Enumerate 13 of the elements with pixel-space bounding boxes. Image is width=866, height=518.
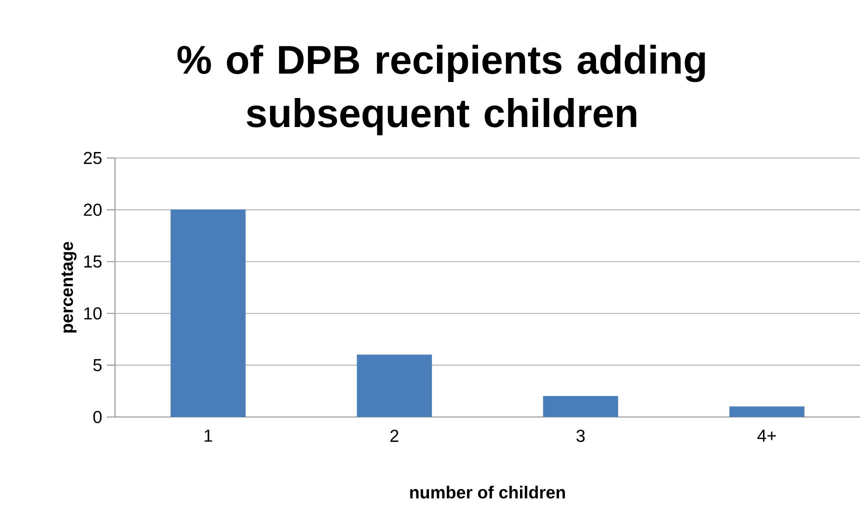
- x-tick-label: 1: [204, 430, 212, 442]
- x-tick-label: 4+: [757, 430, 776, 442]
- x-tick-label: 2: [390, 430, 398, 442]
- chart-title: % of DPB recipients adding subsequent children: [177, 44, 705, 136]
- y-tick-label: 5: [93, 359, 102, 372]
- x-axis-title: number of children: [410, 486, 565, 499]
- y-tick-label: 20: [84, 204, 102, 216]
- y-tick-label: 10: [84, 307, 102, 320]
- y-tick-label: 25: [84, 152, 102, 164]
- y-axis-title: percentage: [62, 242, 77, 333]
- y-tick-label: 15: [84, 256, 102, 268]
- x-tick-label: 3: [576, 430, 585, 442]
- y-tick-label: 0: [93, 410, 102, 424]
